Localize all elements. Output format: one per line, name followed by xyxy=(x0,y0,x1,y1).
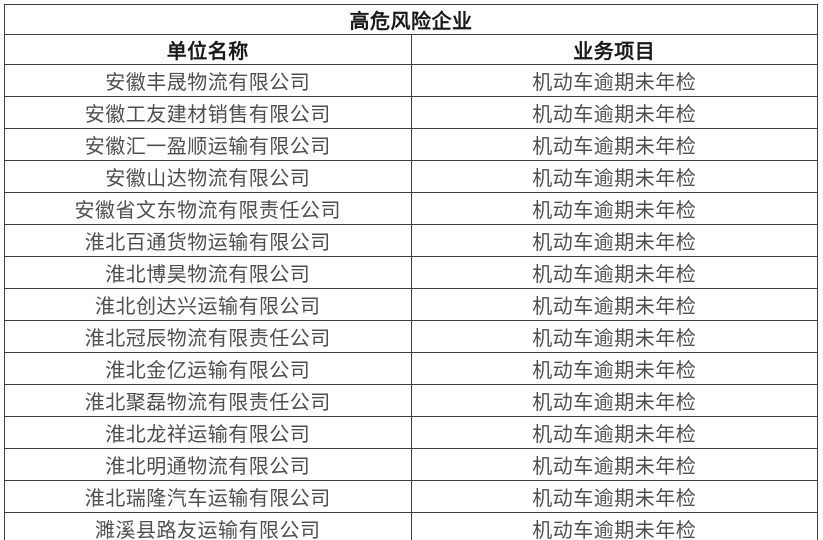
business-project-cell: 机动车逾期未年检 xyxy=(410,320,818,353)
business-project-cell: 机动车逾期未年检 xyxy=(410,384,818,417)
unit-name-cell: 安徽省文东物流有限责任公司 xyxy=(4,192,412,225)
business-project-cell: 机动车逾期未年检 xyxy=(410,416,818,449)
business-project-cell: 机动车逾期未年检 xyxy=(410,160,818,193)
business-project-cell: 机动车逾期未年检 xyxy=(410,192,818,225)
table-title-row: 高危风险企业 xyxy=(4,4,818,35)
table-row: 安徽山达物流有限公司 机动车逾期未年检 xyxy=(4,160,818,193)
unit-name-cell: 淮北博昊物流有限公司 xyxy=(4,256,412,289)
unit-name-cell: 淮北金亿运输有限公司 xyxy=(4,352,412,385)
table-row: 淮北龙祥运输有限公司 机动车逾期未年检 xyxy=(4,416,818,449)
business-project-cell: 机动车逾期未年检 xyxy=(410,64,818,97)
table-row: 淮北创达兴运输有限公司 机动车逾期未年检 xyxy=(4,288,818,321)
unit-name-cell: 濉溪县路友运输有限公司 xyxy=(4,512,412,540)
unit-name-cell: 淮北瑞隆汽车运输有限公司 xyxy=(4,480,412,513)
table-row: 淮北博昊物流有限公司 机动车逾期未年检 xyxy=(4,256,818,289)
table-row: 淮北金亿运输有限公司 机动车逾期未年检 xyxy=(4,352,818,385)
table-header-row: 单位名称 业务项目 xyxy=(4,34,818,65)
table-row: 淮北百通货物运输有限公司 机动车逾期未年检 xyxy=(4,224,818,257)
unit-name-cell: 淮北创达兴运输有限公司 xyxy=(4,288,412,321)
business-project-cell: 机动车逾期未年检 xyxy=(410,480,818,513)
table-row: 安徽汇一盈顺运输有限公司 机动车逾期未年检 xyxy=(4,128,818,161)
table-row: 淮北聚磊物流有限责任公司 机动车逾期未年检 xyxy=(4,384,818,417)
business-project-cell: 机动车逾期未年检 xyxy=(410,224,818,257)
table-row: 濉溪县路友运输有限公司 机动车逾期未年检 xyxy=(4,512,818,540)
unit-name-cell: 淮北百通货物运输有限公司 xyxy=(4,224,412,257)
table-title: 高危风险企业 xyxy=(4,4,818,35)
unit-name-cell: 安徽丰晟物流有限公司 xyxy=(4,64,412,97)
business-project-cell: 机动车逾期未年检 xyxy=(410,448,818,481)
business-project-cell: 机动车逾期未年检 xyxy=(410,128,818,161)
unit-name-cell: 安徽工友建材销售有限公司 xyxy=(4,96,412,129)
unit-name-cell: 安徽山达物流有限公司 xyxy=(4,160,412,193)
table-row: 安徽丰晟物流有限公司 机动车逾期未年检 xyxy=(4,64,818,97)
table-row: 安徽省文东物流有限责任公司 机动车逾期未年检 xyxy=(4,192,818,225)
table-row: 淮北瑞隆汽车运输有限公司 机动车逾期未年检 xyxy=(4,480,818,513)
business-project-cell: 机动车逾期未年检 xyxy=(410,288,818,321)
unit-name-cell: 淮北明通物流有限公司 xyxy=(4,448,412,481)
business-project-cell: 机动车逾期未年检 xyxy=(410,352,818,385)
column-header-unit-name: 单位名称 xyxy=(4,34,412,65)
table-row: 安徽工友建材销售有限公司 机动车逾期未年检 xyxy=(4,96,818,129)
table-row: 淮北明通物流有限公司 机动车逾期未年检 xyxy=(4,448,818,481)
table-body: 安徽丰晟物流有限公司 机动车逾期未年检 安徽工友建材销售有限公司 机动车逾期未年… xyxy=(4,64,818,540)
business-project-cell: 机动车逾期未年检 xyxy=(410,256,818,289)
table-row: 淮北冠辰物流有限责任公司 机动车逾期未年检 xyxy=(4,320,818,353)
unit-name-cell: 安徽汇一盈顺运输有限公司 xyxy=(4,128,412,161)
high-risk-enterprises-table: 高危风险企业 单位名称 业务项目 安徽丰晟物流有限公司 机动车逾期未年检 安徽工… xyxy=(4,4,818,540)
unit-name-cell: 淮北聚磊物流有限责任公司 xyxy=(4,384,412,417)
unit-name-cell: 淮北龙祥运输有限公司 xyxy=(4,416,412,449)
business-project-cell: 机动车逾期未年检 xyxy=(410,96,818,129)
unit-name-cell: 淮北冠辰物流有限责任公司 xyxy=(4,320,412,353)
column-header-business-project: 业务项目 xyxy=(410,34,818,65)
business-project-cell: 机动车逾期未年检 xyxy=(410,512,818,540)
